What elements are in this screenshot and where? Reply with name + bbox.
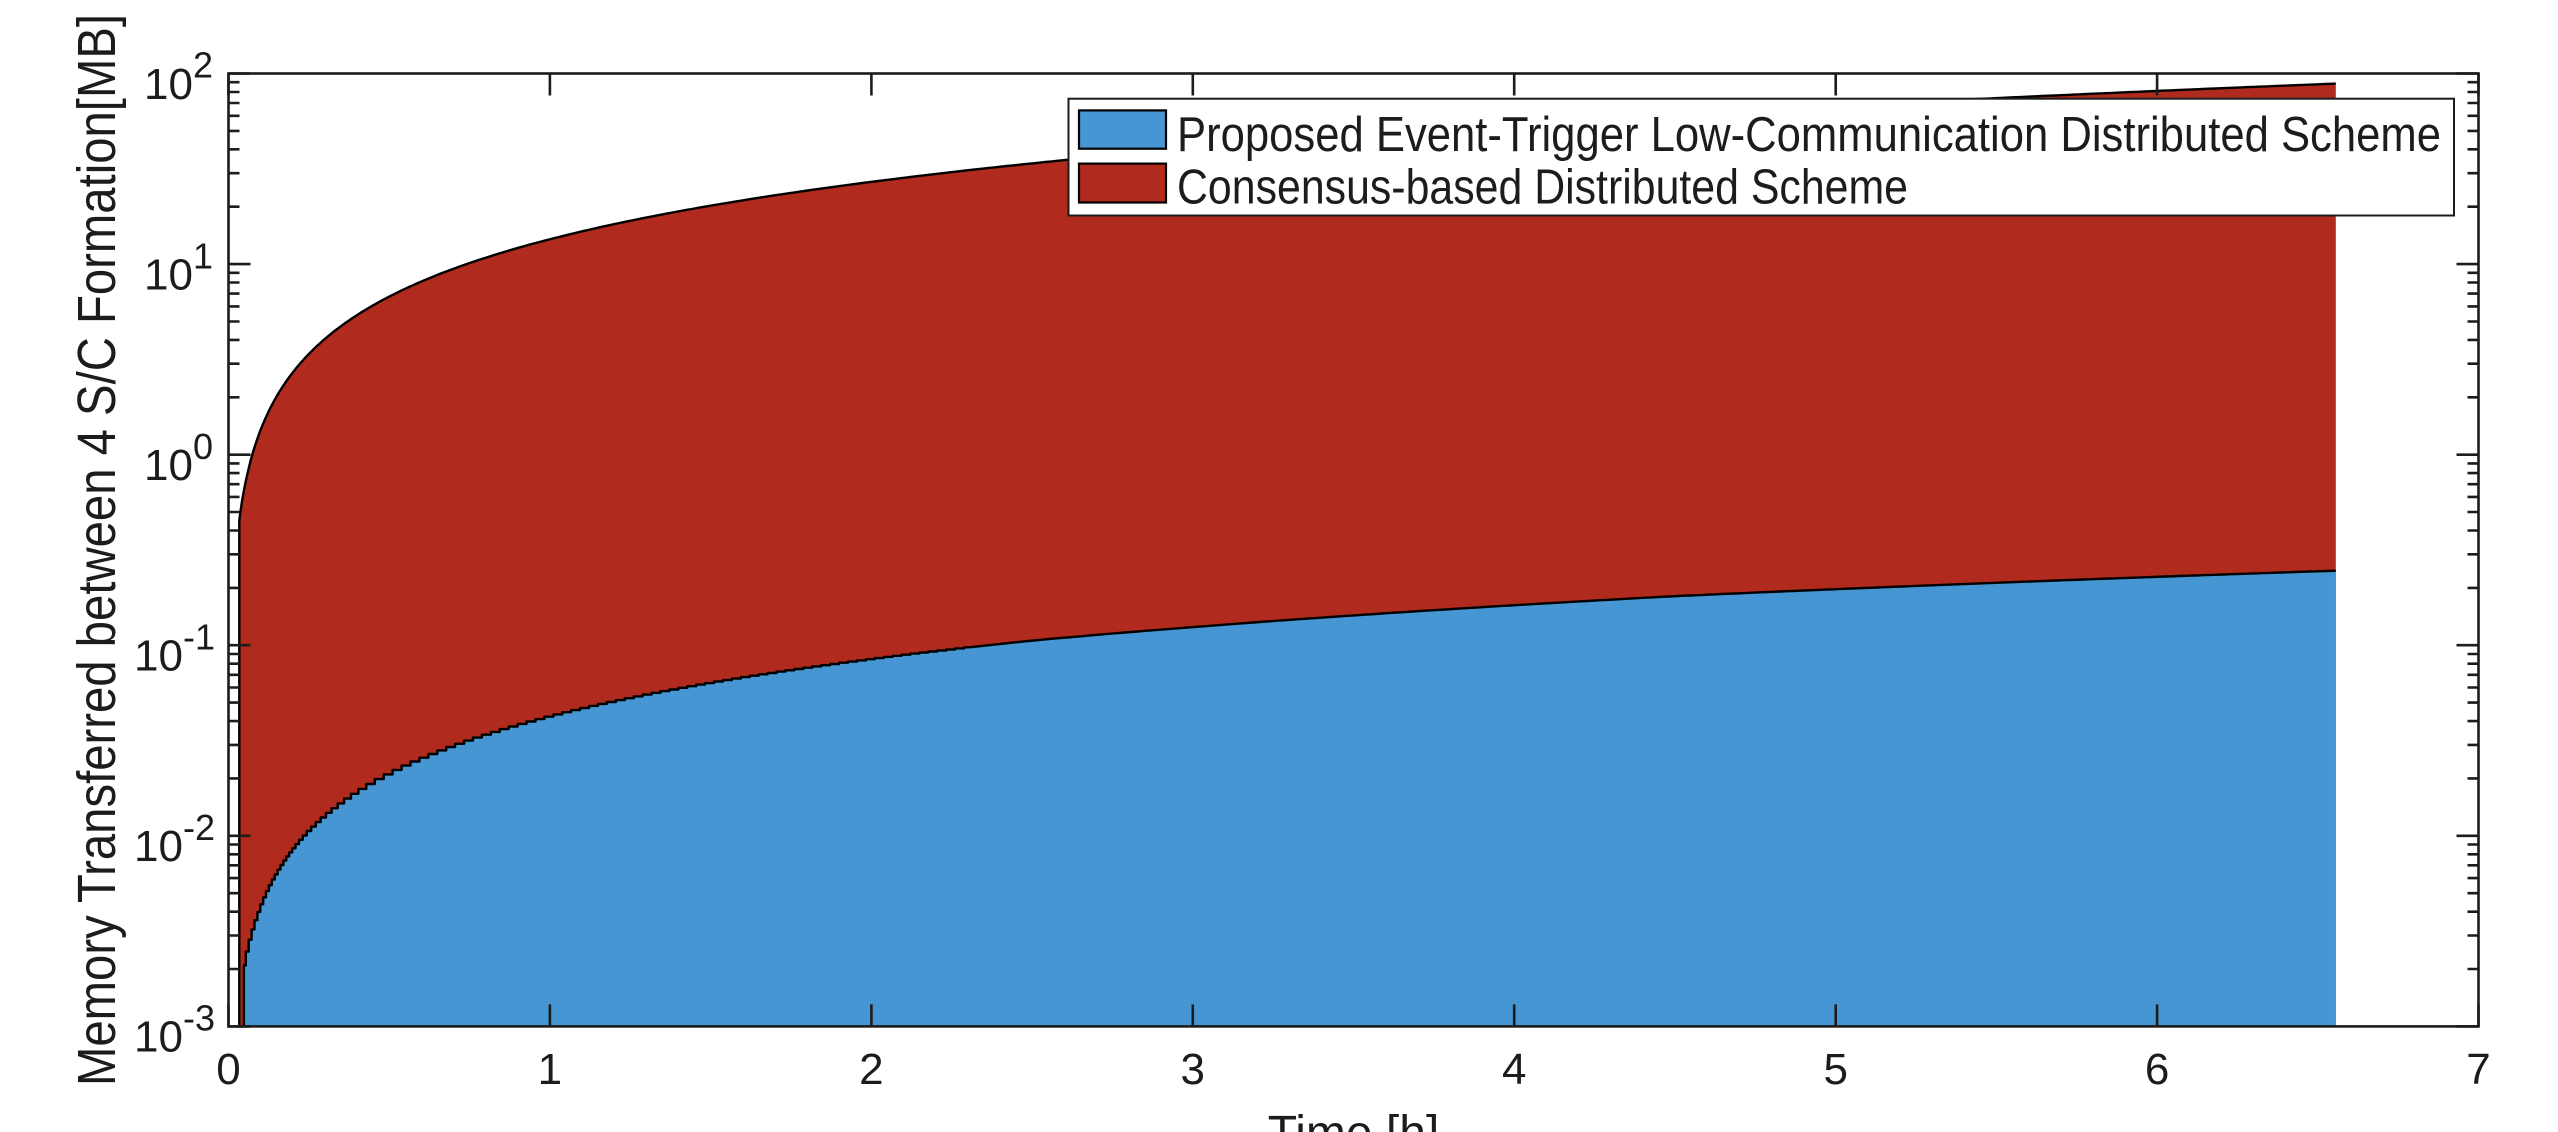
svg-text:3: 3 <box>1181 1045 1205 1094</box>
svg-text:Time [h]: Time [h] <box>1268 1107 1440 1132</box>
svg-text:10: 10 <box>134 822 183 871</box>
svg-text:0: 0 <box>193 426 213 467</box>
svg-text:10: 10 <box>144 60 193 109</box>
svg-text:10: 10 <box>134 632 183 681</box>
svg-text:10: 10 <box>144 250 193 299</box>
svg-text:4: 4 <box>1502 1045 1526 1094</box>
svg-text:6: 6 <box>2145 1045 2169 1094</box>
svg-text:10: 10 <box>144 441 193 490</box>
svg-text:1: 1 <box>538 1045 562 1094</box>
svg-text:-2: -2 <box>183 807 215 848</box>
svg-text:1: 1 <box>193 235 213 276</box>
svg-text:10: 10 <box>134 1013 183 1062</box>
svg-text:7: 7 <box>2466 1045 2490 1094</box>
svg-text:Consensus-based Distributed Sc: Consensus-based Distributed Scheme <box>1177 160 1908 214</box>
svg-text:2: 2 <box>859 1045 883 1094</box>
svg-text:0: 0 <box>216 1045 240 1094</box>
svg-text:2: 2 <box>193 45 213 86</box>
svg-text:5: 5 <box>1823 1045 1847 1094</box>
svg-text:Proposed Event-Trigger Low-Com: Proposed Event-Trigger Low-Communication… <box>1177 108 2441 162</box>
svg-text:Memory Transferred between 4 S: Memory Transferred between 4 S/C Formati… <box>67 14 127 1086</box>
svg-text:-3: -3 <box>183 998 215 1039</box>
svg-text:-1: -1 <box>183 616 215 657</box>
